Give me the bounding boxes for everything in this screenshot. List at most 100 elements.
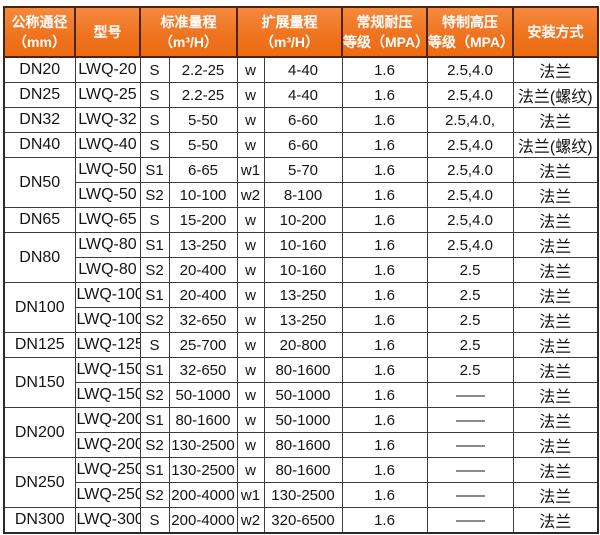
- std-code-cell: S: [139, 82, 170, 108]
- pressure-cell: 1.6: [341, 107, 428, 133]
- std-range-cell: 25-700: [168, 332, 238, 358]
- std-range-cell: 32-650: [168, 307, 238, 333]
- high-pressure-cell: 2.5,4.0: [426, 157, 514, 183]
- model-cell: LWQ-100: [74, 307, 141, 333]
- std-range-cell: 15-200: [168, 207, 238, 233]
- model-cell: LWQ-125: [74, 332, 141, 358]
- model-cell: LWQ-25: [74, 82, 141, 108]
- std-code-cell: S1: [139, 157, 170, 183]
- ext-range-cell: 80-1600: [263, 457, 343, 483]
- pressure-cell: 1.6: [341, 182, 428, 208]
- flow-meter-spec-table: 公称通径 （mm） 型号 标准量程 （m³/H） 扩展量程 （m³/H） 常规耐…: [3, 6, 599, 534]
- header-standard-line1: 标准量程: [160, 13, 217, 30]
- table-row: DN50 LWQ-50 S1 6-65 w1 5-70 1.6 2.5,4.0 法兰: [3, 157, 599, 208]
- std-range-cell: 2.2-25: [168, 56, 238, 83]
- pressure-cell: 1.6: [341, 157, 428, 183]
- install-cell: 法兰: [512, 182, 599, 208]
- std-range-cell: 130-2500: [168, 432, 238, 458]
- high-pressure-cell: 2.5,4.0,: [426, 107, 514, 133]
- ext-range-cell: 4-40: [263, 82, 343, 108]
- std-code-cell: S2: [139, 307, 170, 333]
- high-pressure-cell: ——: [426, 382, 514, 408]
- model-cell: LWQ-40: [74, 132, 141, 158]
- header-standard-line2: （m³/H）: [158, 34, 219, 50]
- dn-cell: DN150: [3, 357, 76, 408]
- dn-cell: DN65: [3, 207, 76, 233]
- spec-table-container: 公称通径 （mm） 型号 标准量程 （m³/H） 扩展量程 （m³/H） 常规耐…: [3, 6, 599, 534]
- std-range-cell: 13-250: [168, 232, 238, 258]
- table-row: LWQ-50 S2 10-100 w2 8-100 1.6 2.5,4.0 法兰: [4, 182, 599, 208]
- model-cell: LWQ-200: [74, 432, 141, 458]
- high-pressure-cell: 2.5: [426, 282, 514, 308]
- std-range-cell: 5-50: [168, 107, 238, 133]
- header-extended-line1: 扩展量程: [261, 13, 318, 30]
- dn-cell: DN50: [3, 157, 76, 208]
- ext-range-cell: 320-6500: [263, 507, 343, 534]
- table-row: LWQ-150 S2 50-1000 w 50-1000 1.6 —— 法兰: [4, 382, 599, 408]
- ext-range-cell: 13-250: [263, 307, 343, 333]
- header-standard-range: 标准量程 （m³/H）: [139, 6, 238, 58]
- high-pressure-cell: 2.5: [426, 257, 514, 283]
- ext-code-cell: w: [236, 232, 265, 258]
- std-range-cell: 32-650: [168, 357, 238, 383]
- ext-code-cell: w1: [236, 157, 265, 183]
- std-range-cell: 200-4000: [168, 507, 238, 534]
- ext-code-cell: w: [236, 457, 265, 483]
- std-code-cell: S2: [139, 257, 170, 283]
- header-normal-pressure-line2: 等级（MPA）: [343, 34, 430, 50]
- std-code-cell: S1: [139, 407, 170, 433]
- ext-range-cell: 13-250: [263, 282, 343, 308]
- ext-range-cell: 130-2500: [263, 482, 343, 508]
- install-cell: 法兰(螺纹): [512, 82, 599, 108]
- header-nominal-line2: （mm）: [13, 34, 66, 50]
- ext-range-cell: 5-70: [263, 157, 343, 183]
- ext-code-cell: w: [236, 107, 265, 133]
- ext-code-cell: w: [236, 257, 265, 283]
- table-row: DN25 LWQ-25 S 2.2-25 w 4-40 1.6 2.5,4.0 法兰(螺纹): [3, 82, 599, 108]
- std-code-cell: S: [139, 56, 170, 83]
- header-extended-range: 扩展量程 （m³/H）: [236, 6, 343, 58]
- table-row: DN200 LWQ-200 S1 80-1600 w 50-1000 1.6 —— 法兰: [3, 407, 599, 458]
- install-cell: 法兰: [512, 232, 599, 258]
- std-range-cell: 130-2500: [168, 457, 238, 483]
- std-range-cell: 200-4000: [168, 482, 238, 508]
- high-pressure-cell: ——: [426, 507, 514, 534]
- high-pressure-cell: 2.5,4.0: [426, 82, 514, 108]
- pressure-cell: 1.6: [341, 307, 428, 333]
- header-nominal-diameter: 公称通径 （mm）: [3, 6, 76, 58]
- install-cell: 法兰: [512, 332, 599, 358]
- std-range-cell: 80-1600: [168, 407, 238, 433]
- high-pressure-cell: 2.5: [426, 307, 514, 333]
- ext-code-cell: w2: [236, 507, 265, 534]
- header-high-pressure: 特制高压 等级（MPA）: [426, 6, 514, 58]
- ext-range-cell: 6-60: [263, 107, 343, 133]
- std-range-cell: 20-400: [168, 257, 238, 283]
- pressure-cell: 1.6: [341, 232, 428, 258]
- table-row: LWQ-250 S2 200-4000 w1 130-2500 1.6 —— 法兰: [4, 482, 599, 508]
- install-cell: 法兰: [512, 107, 599, 133]
- std-code-cell: S: [139, 107, 170, 133]
- model-cell: LWQ-32: [74, 107, 141, 133]
- install-cell: 法兰: [512, 56, 599, 83]
- header-installation: 安装方式: [512, 6, 599, 58]
- std-code-cell: S1: [139, 282, 170, 308]
- install-cell: 法兰: [512, 482, 599, 508]
- ext-code-cell: w1: [236, 482, 265, 508]
- dn-cell: DN125: [3, 332, 76, 358]
- pressure-cell: 1.6: [341, 357, 428, 383]
- ext-range-cell: 10-160: [263, 257, 343, 283]
- high-pressure-cell: 2.5,4.0: [426, 182, 514, 208]
- high-pressure-cell: 2.5,4.0: [426, 56, 514, 83]
- ext-code-cell: w: [236, 407, 265, 433]
- ext-code-cell: w: [236, 82, 265, 108]
- table-row: DN300 LWQ-300 S 200-4000 w2 320-6500 1.6 —— 法兰: [3, 507, 599, 534]
- model-cell: LWQ-50: [74, 157, 141, 183]
- ext-range-cell: 4-40: [263, 56, 343, 83]
- std-code-cell: S: [139, 132, 170, 158]
- std-range-cell: 10-100: [168, 182, 238, 208]
- dn-cell: DN200: [3, 407, 76, 458]
- install-cell: 法兰: [512, 507, 599, 534]
- high-pressure-cell: 2.5: [426, 332, 514, 358]
- ext-range-cell: 8-100: [263, 182, 343, 208]
- table-row: DN32 LWQ-32 S 5-50 w 6-60 1.6 2.5,4.0, 法兰: [3, 107, 599, 133]
